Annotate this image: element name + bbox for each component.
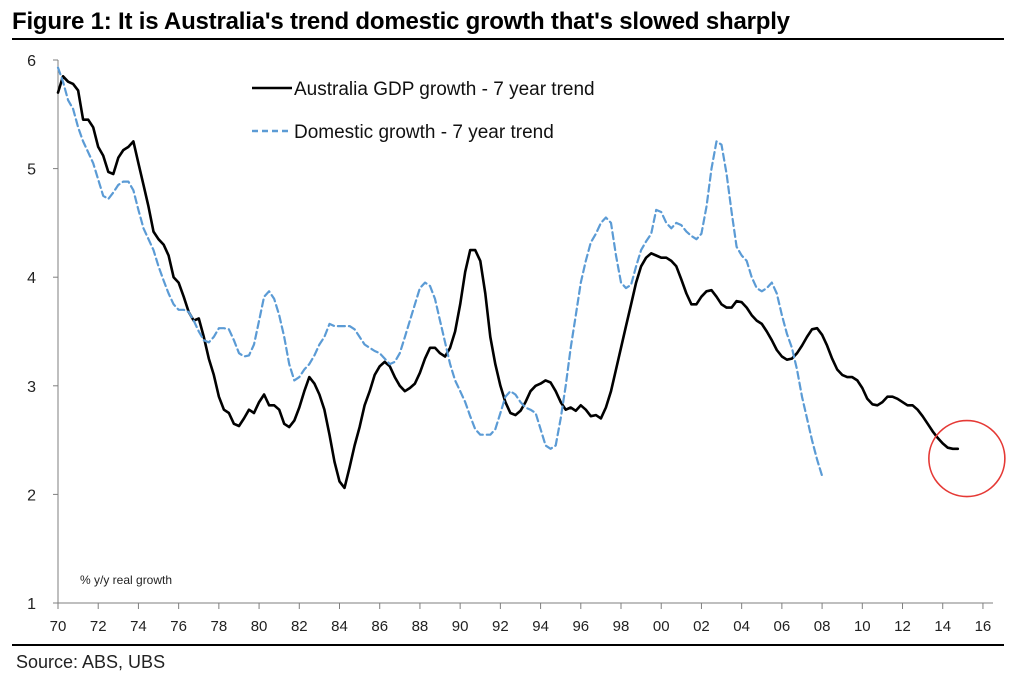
x-tick-label: 74 (130, 618, 147, 635)
y-tick-label: 2 (27, 487, 36, 504)
legend-gdp-label: Australia GDP growth - 7 year trend (294, 79, 595, 100)
x-tick-label: 06 (774, 618, 791, 635)
x-tick-label: 02 (693, 618, 710, 635)
x-tick-label: 08 (814, 618, 831, 635)
x-tick-label: 72 (90, 618, 107, 635)
x-tick-label: 92 (492, 618, 509, 635)
x-tick-label: 80 (251, 618, 268, 635)
y-tick-label: 3 (27, 379, 36, 396)
x-tick-label: 90 (452, 618, 469, 635)
x-tick-label: 14 (934, 618, 951, 635)
x-tick-label: 88 (412, 618, 429, 635)
series-line-gdp-growth (56, 75, 960, 490)
y-tick-label: 5 (27, 162, 36, 179)
x-tick-label: 12 (894, 618, 911, 635)
x-tick-label: 82 (291, 618, 308, 635)
annotation-layer (928, 419, 1006, 498)
x-tick-label: 70 (50, 618, 67, 635)
x-tick-label: 78 (211, 618, 228, 635)
x-tick-label: 16 (975, 618, 992, 635)
x-tick-label: 04 (733, 618, 750, 635)
x-tick-label: 94 (532, 618, 549, 635)
x-tick-label: 98 (613, 618, 630, 635)
series-layer (56, 66, 960, 490)
highlight-circle (928, 419, 1006, 498)
legend: Australia GDP growth - 7 year trend Dome… (252, 79, 595, 143)
footer-rule (12, 644, 1004, 646)
source-note: Source: ABS, UBS (16, 652, 166, 672)
figure-title: Figure 1: It is Australia's trend domest… (12, 8, 790, 35)
series-line-domestic-growth (56, 66, 824, 477)
x-tick-label: 86 (371, 618, 388, 635)
x-tick-label: 76 (170, 618, 187, 635)
y-tick-label: 6 (27, 53, 36, 70)
x-tick-label: 84 (331, 618, 348, 635)
y-tick-label: 4 (27, 270, 36, 287)
x-tick-label: 00 (653, 618, 670, 635)
legend-domestic-label: Domestic growth - 7 year trend (294, 122, 554, 143)
x-tick-label: 96 (572, 618, 589, 635)
y-tick-label: 1 (27, 596, 36, 613)
y-axis-unit-label: % y/y real growth (80, 573, 172, 587)
title-rule (12, 38, 1004, 40)
x-tick-label: 10 (854, 618, 871, 635)
